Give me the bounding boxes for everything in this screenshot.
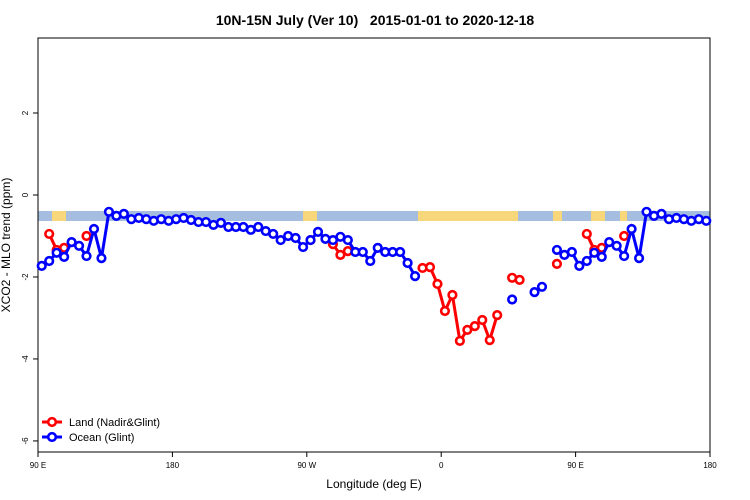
legend-swatch-marker <box>46 431 58 443</box>
data-point <box>656 208 667 219</box>
x-axis-label: Longitude (deg E) <box>326 477 421 491</box>
data-point <box>454 335 465 347</box>
data-point <box>275 234 286 246</box>
data-point <box>492 309 503 321</box>
data-point <box>633 253 645 264</box>
data-point <box>365 255 376 267</box>
land-patch <box>591 211 605 221</box>
land-patch <box>553 211 562 221</box>
x-tick-label: 90 E <box>567 461 583 470</box>
data-point <box>439 305 451 317</box>
y-axis-label: XCO2 - MLO trend (ppm) <box>0 178 13 313</box>
data-point <box>81 250 92 262</box>
plot-frame <box>37 37 711 453</box>
data-point <box>611 240 622 251</box>
data-point <box>268 228 279 240</box>
data-point <box>641 206 652 217</box>
data-point <box>536 281 548 292</box>
legend-swatch-marker <box>46 416 58 428</box>
data-point <box>596 251 607 262</box>
data-point <box>551 258 563 269</box>
data-point <box>51 247 62 258</box>
data-point <box>66 237 77 248</box>
y-tick-label: -6 <box>21 437 30 445</box>
data-point <box>581 255 592 267</box>
land-mask-strip <box>38 211 710 221</box>
data-point <box>297 241 309 253</box>
x-tick-label: 180 <box>166 461 180 470</box>
data-point <box>253 221 264 233</box>
data-point <box>514 274 525 285</box>
y-tick-label: -4 <box>21 355 30 363</box>
chart-title: 10N-15N July (Ver 10) 2015-01-01 to 2020… <box>216 12 535 28</box>
data-point <box>215 217 227 228</box>
land-patch <box>52 211 66 221</box>
data-point <box>589 247 600 258</box>
data-point <box>566 246 577 258</box>
ocean-strip <box>38 211 710 221</box>
y-tick-label: 2 <box>21 110 30 115</box>
legend-label: Ocean (Glint) <box>69 432 134 444</box>
data-point <box>335 249 346 260</box>
data-point <box>312 226 324 237</box>
data-point <box>477 314 488 326</box>
data-point <box>81 230 92 242</box>
x-tick-label: 180 <box>703 461 717 470</box>
data-point <box>551 244 563 256</box>
data-point <box>44 255 55 267</box>
data-point <box>357 246 368 258</box>
data-point <box>44 228 55 240</box>
data-point <box>462 324 473 335</box>
data-point <box>619 250 630 262</box>
data-point <box>59 251 70 262</box>
x-tick-label: 90 E <box>30 461 46 470</box>
data-point <box>73 240 85 251</box>
data-point <box>447 289 458 301</box>
data-point <box>574 260 585 272</box>
data-point <box>701 215 712 226</box>
legend-label: Land (Nadir&Glint) <box>69 417 160 429</box>
data-point <box>507 294 518 305</box>
data-point <box>619 230 630 242</box>
y-tick-label: 0 <box>21 192 30 197</box>
land-patch <box>620 211 627 221</box>
land-patch <box>303 211 317 221</box>
data-point <box>581 228 592 240</box>
land-patch <box>418 211 518 221</box>
data-point <box>409 271 421 282</box>
data-point <box>424 262 436 273</box>
data-point <box>96 253 107 264</box>
data-point <box>402 257 413 269</box>
data-point <box>395 246 406 258</box>
data-point <box>118 208 129 219</box>
data-point <box>432 278 443 290</box>
data-point <box>36 260 47 272</box>
data-point <box>372 242 383 253</box>
data-point <box>103 206 115 217</box>
x-tick-label: 0 <box>439 461 444 470</box>
series-line <box>40 209 707 294</box>
x-tick-label: 90 W <box>297 461 316 470</box>
data-point <box>484 334 495 346</box>
data-point <box>529 287 540 298</box>
data-point <box>604 237 615 248</box>
data-point <box>305 234 316 246</box>
y-tick-label: -2 <box>21 273 30 281</box>
data-point <box>88 223 100 235</box>
data-point <box>342 234 353 246</box>
data-point <box>469 321 480 332</box>
data-point <box>626 223 637 235</box>
data-point <box>290 232 301 244</box>
